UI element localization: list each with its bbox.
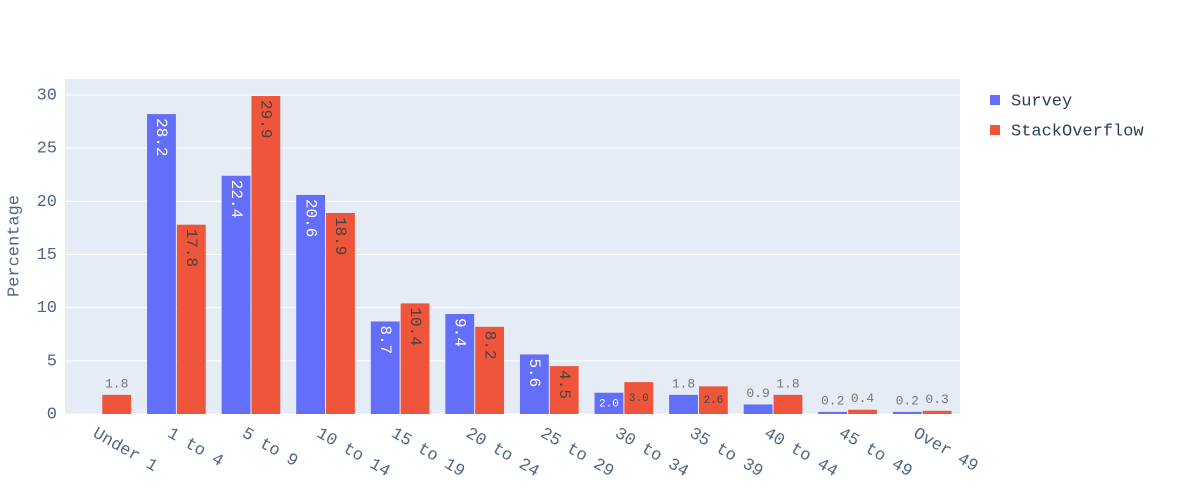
x-tick-label: Over 49 [909, 425, 980, 477]
value-label: 0.2 [896, 393, 919, 408]
x-tick-label: 45 to 49 [835, 425, 915, 482]
y-axis-title: Percentage [5, 195, 24, 297]
x-tick-label: 15 to 19 [387, 425, 467, 482]
x-tick-label: 40 to 44 [760, 425, 840, 482]
value-label: 22.4 [227, 180, 245, 218]
bar [698, 386, 728, 414]
value-label: 0.9 [746, 386, 769, 401]
y-tick-label: 20 [37, 193, 57, 212]
value-label: 1.8 [672, 376, 695, 391]
legend-swatch [990, 95, 1000, 105]
value-label: 2.6 [703, 395, 723, 407]
value-label: 1.8 [105, 376, 128, 391]
bar [848, 409, 877, 414]
y-tick-label: 25 [37, 140, 57, 159]
bar [296, 194, 326, 414]
bar [594, 392, 624, 414]
value-label: 2.0 [599, 398, 619, 410]
value-label: 8.7 [376, 325, 394, 354]
bar [475, 326, 505, 414]
value-label: 5.6 [525, 358, 543, 387]
y-tick-label: 30 [37, 86, 57, 105]
bar [370, 321, 400, 414]
bar [743, 404, 773, 414]
legend-label: StackOverflow [1011, 122, 1144, 141]
bar [818, 411, 848, 414]
x-tick-label: 35 to 39 [686, 425, 766, 482]
value-label: 0.2 [821, 393, 844, 408]
bar [773, 394, 803, 414]
value-label: 17.8 [182, 229, 200, 267]
value-label: 9.4 [451, 318, 469, 347]
bar [922, 410, 952, 414]
bar [892, 411, 922, 414]
bar [147, 114, 176, 414]
legend-label: Survey [1011, 92, 1072, 111]
bar [669, 394, 698, 414]
value-label: 0.3 [925, 392, 948, 407]
legend-swatch [990, 125, 1000, 135]
x-tick-label: 20 to 24 [462, 425, 542, 482]
bar [549, 366, 579, 414]
bar [221, 175, 251, 414]
value-label: 18.9 [331, 217, 349, 255]
value-label: 0.4 [851, 391, 875, 406]
x-tick-label: 5 to 9 [238, 425, 301, 472]
value-label: 20.6 [301, 199, 319, 237]
x-tick-label: Under 1 [89, 425, 160, 477]
value-label: 3.0 [629, 393, 649, 405]
bar [251, 96, 281, 415]
value-label: 8.2 [480, 331, 498, 360]
bar [102, 394, 132, 414]
bar [519, 354, 549, 414]
x-tick-label: 1 to 4 [164, 425, 227, 472]
x-tick-label: 30 to 34 [611, 425, 691, 482]
y-tick-label: 5 [47, 352, 57, 371]
value-label: 10.4 [406, 307, 424, 345]
y-tick-label: 0 [47, 405, 57, 424]
bar [400, 303, 430, 414]
x-tick-label: 10 to 14 [313, 425, 393, 482]
bar [326, 213, 355, 414]
value-label: 29.9 [257, 100, 275, 138]
value-label: 28.2 [152, 118, 170, 156]
value-label: 1.8 [776, 376, 799, 391]
y-tick-label: 15 [37, 246, 57, 265]
y-tick-label: 10 [37, 299, 57, 318]
plot-area [65, 79, 960, 414]
bar [176, 224, 206, 414]
value-label: 4.5 [555, 370, 573, 399]
bar [445, 314, 475, 414]
bar [624, 382, 654, 414]
x-tick-label: 25 to 29 [537, 425, 617, 482]
